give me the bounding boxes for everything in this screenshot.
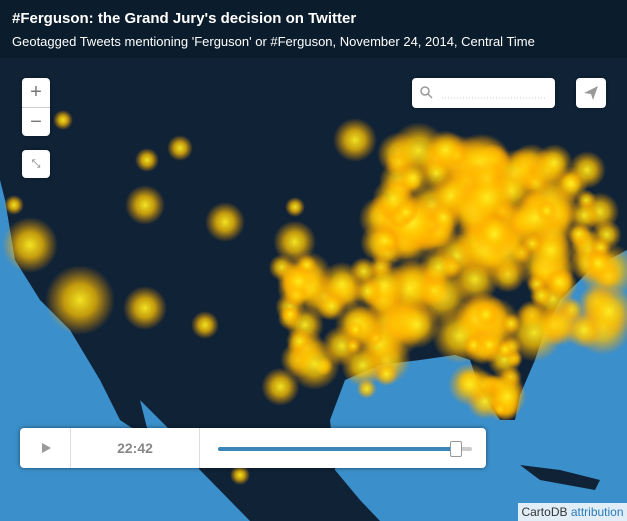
tweet-glow xyxy=(536,200,558,222)
tweet-glow xyxy=(288,338,341,391)
tweet-glow xyxy=(459,170,515,225)
time-label: 22:42 xyxy=(71,428,200,468)
tweet-glow xyxy=(123,286,167,330)
tweet-glows xyxy=(2,110,627,485)
tweet-glow xyxy=(393,200,419,225)
search-box[interactable] xyxy=(412,78,555,108)
tweet-glow xyxy=(544,267,574,297)
tweet-glow xyxy=(341,343,384,387)
tweet-glow xyxy=(135,148,159,172)
tweet-glow xyxy=(281,305,299,323)
title: #Ferguson: the Grand Jury's decision on … xyxy=(12,10,357,27)
tweet-glow xyxy=(316,291,347,321)
tweet-glow xyxy=(370,226,399,254)
send-icon xyxy=(584,86,598,100)
attribution: CartoDB attribution xyxy=(518,503,627,521)
zoom-in[interactable]: + xyxy=(22,78,50,108)
share-button[interactable] xyxy=(576,78,606,108)
tweet-glow xyxy=(500,313,522,335)
subtitle: Geotagged Tweets mentioning 'Ferguson' o… xyxy=(12,34,535,49)
brand: CartoDB xyxy=(521,505,568,519)
tweet-glow xyxy=(585,250,612,277)
tweet-glow xyxy=(333,118,377,162)
tweet-glow xyxy=(535,143,573,182)
tweet-glow xyxy=(191,311,219,339)
tweet-glow xyxy=(568,199,600,231)
play-icon xyxy=(42,443,51,453)
tweet-glow xyxy=(45,265,115,335)
tweet-glow xyxy=(395,160,431,196)
tweet-glow xyxy=(230,465,250,485)
slider-track[interactable] xyxy=(218,441,472,457)
tweet-glow xyxy=(473,302,499,327)
tweet-glow xyxy=(125,185,165,225)
slider-progress xyxy=(218,447,456,451)
tweet-glow xyxy=(2,217,58,273)
tweet-glow xyxy=(568,151,606,189)
tweet-glow xyxy=(205,202,245,242)
tweet-glow xyxy=(393,301,441,349)
search-icon xyxy=(420,86,547,99)
tweet-glow xyxy=(582,284,627,338)
header: #Ferguson: the Grand Jury's decision on … xyxy=(0,0,627,58)
tweet-glow xyxy=(261,367,300,406)
tweet-glow xyxy=(281,264,316,299)
zoom-control: + − xyxy=(22,78,50,136)
zoom-out[interactable]: − xyxy=(30,111,42,133)
attribution-link[interactable]: attribution xyxy=(570,505,624,519)
tweet-glow xyxy=(4,195,24,215)
tweet-glow xyxy=(53,110,73,130)
tweet-glow xyxy=(419,247,459,287)
slider-handle[interactable] xyxy=(450,441,462,457)
tweet-glow xyxy=(529,283,554,308)
tweet-glow xyxy=(285,197,305,217)
tweet-glow xyxy=(448,362,492,407)
tweet-glow xyxy=(488,377,527,416)
tweet-glow xyxy=(356,378,377,399)
play-button[interactable] xyxy=(20,428,71,468)
land xyxy=(520,465,600,490)
tweet-glow xyxy=(167,135,193,161)
timeline: 22:42 xyxy=(20,428,486,468)
tweet-glow xyxy=(273,220,317,264)
fullscreen-button[interactable]: ⤡ xyxy=(22,150,50,178)
tweet-glow xyxy=(346,320,365,339)
tweet-glow xyxy=(425,130,466,170)
tweet-glow xyxy=(495,339,515,360)
tweet-glow xyxy=(472,212,517,257)
